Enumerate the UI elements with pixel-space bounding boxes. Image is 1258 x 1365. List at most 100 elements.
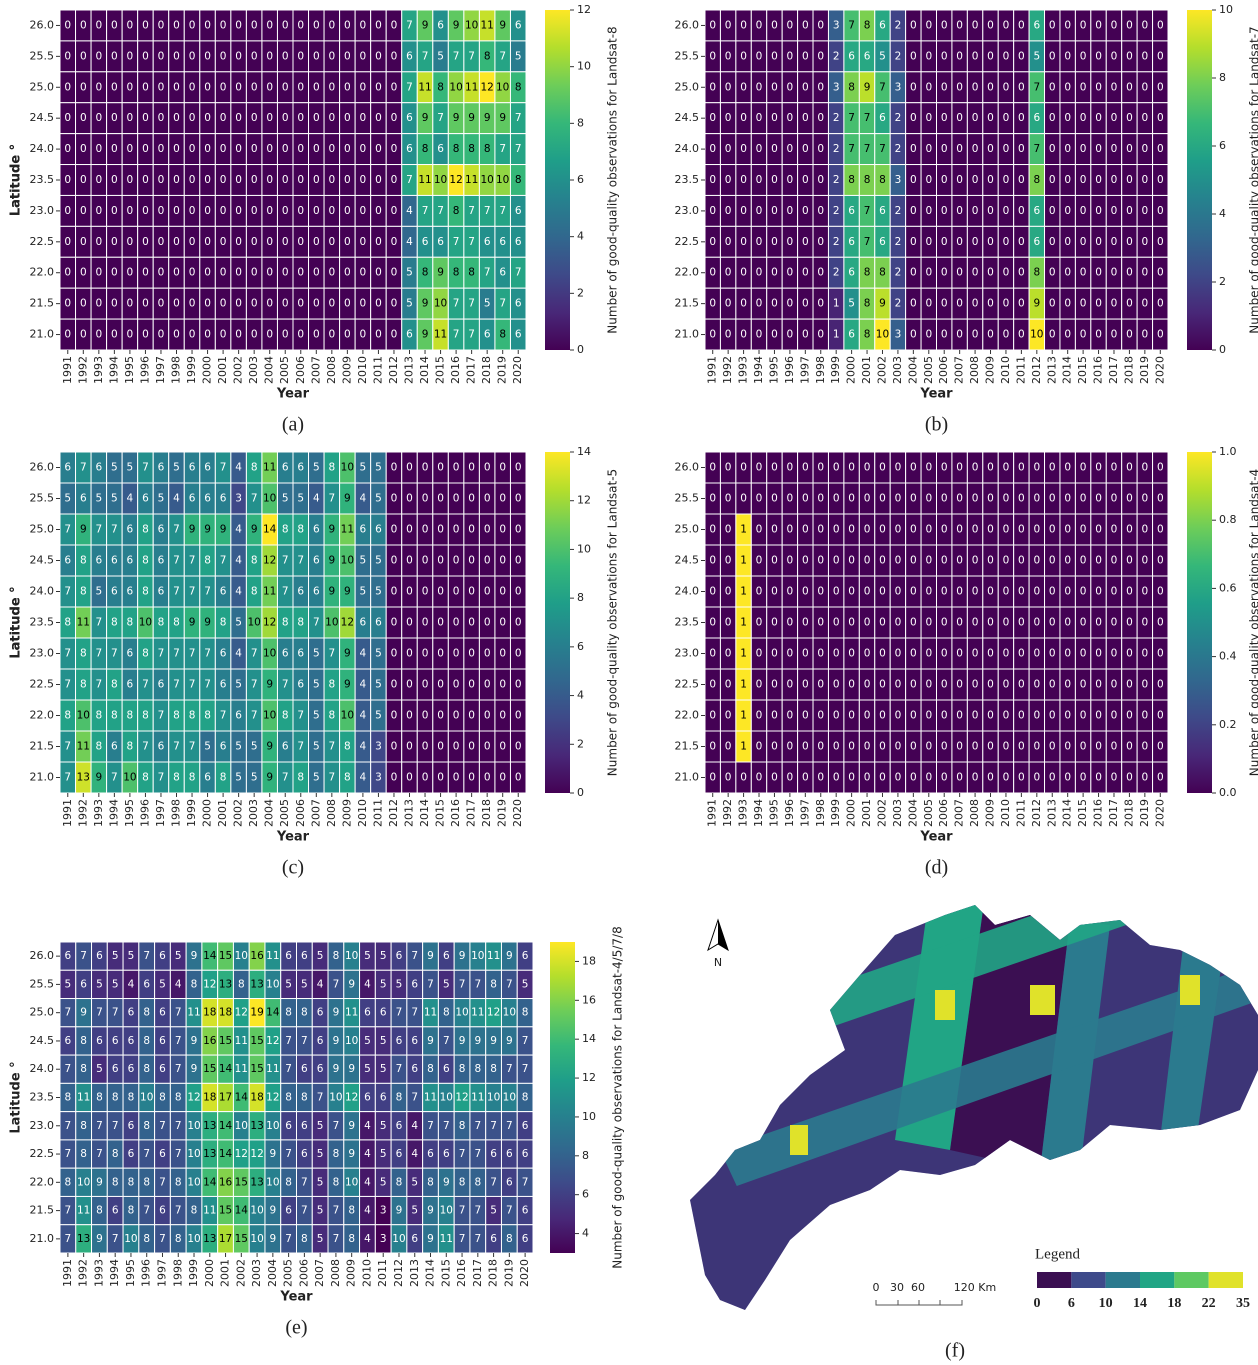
cell-label: 0 [111,143,118,155]
cell-label: 7 [220,462,227,474]
cell-label: 9 [80,524,87,536]
cell-label: 4 [411,1120,418,1132]
cell-label: 9 [396,1205,403,1217]
cell-label: 0 [925,174,932,186]
cell-label: 0 [1080,679,1087,691]
cell-label: 0 [515,586,522,598]
cell-label: 17 [219,1092,232,1104]
cell-label: 0 [235,19,242,31]
cell-label: 6 [1033,205,1040,217]
cell-label: 0 [802,462,809,474]
cell-label: 9 [333,1035,340,1047]
cell-label: 10 [392,1233,405,1245]
cell-label: 0 [771,493,778,505]
cell-label: 5 [317,1233,324,1245]
cell-label: 0 [709,236,716,248]
x-tick-label: 1998 [170,799,183,827]
cell-label: 2 [895,298,902,310]
cell-label: 0 [725,617,732,629]
cell-label: 7 [515,143,522,155]
cell-label: 0 [972,555,979,567]
cell-label: 0 [204,298,211,310]
cell-label: 0 [802,205,809,217]
cell-label: 0 [956,648,963,660]
y-tick-label: 24.0 [30,585,55,598]
cell-label: 0 [1126,236,1133,248]
colorbar-tick-label: 4 [577,689,584,702]
cell-label: 0 [391,50,398,62]
cell-label: 5 [317,1176,324,1188]
cell-label: 8 [127,710,134,722]
cell-label: 15 [219,1035,232,1047]
cell-label: 9 [333,1063,340,1075]
x-tick-label: 2007 [953,799,966,827]
cell-label: 0 [972,81,979,93]
x-tick-label: 1994 [107,356,120,384]
cell-label: 0 [64,50,71,62]
cell-label: 7 [499,298,506,310]
cell-label: 8 [301,1092,308,1104]
cell-label: 0 [1157,586,1164,598]
cell-label: 0 [987,710,994,722]
y-tick-label: 25.5 [675,49,700,62]
x-tick-label: 1997 [798,356,811,384]
cell-label: 0 [879,772,886,784]
cell-label: 0 [987,298,994,310]
cell-label: 0 [1049,648,1056,660]
cell-label: 0 [1049,81,1056,93]
cell-label: 8 [297,772,304,784]
cell-label: 0 [817,586,824,598]
colorbar-label: Number of good-quality observations for … [606,469,620,776]
cell-label: 11 [77,617,90,629]
cell-label: 0 [1111,19,1118,31]
cell-label: 0 [895,648,902,660]
cell-label: 4 [406,236,413,248]
cell-label: 10 [247,617,260,629]
cell-label: 0 [313,329,320,341]
cell-label: 7 [474,1205,481,1217]
cell-label: 7 [173,586,180,598]
cell-label: 0 [391,205,398,217]
x-tick-label: 2019 [496,356,509,384]
x-tick-label: 2011 [1014,799,1027,827]
cell-label: 9 [422,19,429,31]
cell-label: 0 [142,143,149,155]
cell-label: 0 [895,524,902,536]
cell-label: 6 [506,1176,513,1188]
cell-label: 0 [251,205,258,217]
cell-label: 10 [345,950,358,962]
cell-label: 0 [220,112,227,124]
colorbar-label: Number of good-quality observations for … [606,26,620,333]
cell-label: 6 [522,1205,529,1217]
cell-label: 7 [297,710,304,722]
x-tick-label: 2007 [309,799,322,827]
cell-label: 0 [344,112,351,124]
x-tick-label: 2000 [201,356,214,384]
cell-label: 7 [459,1205,466,1217]
cell-label: 0 [468,617,475,629]
cell-label: 5 [95,586,102,598]
cell-label: 0 [709,205,716,217]
cell-label: 7 [522,1176,529,1188]
cell-label: 0 [1018,81,1025,93]
cell-label: 10 [325,617,338,629]
cell-label: 14 [235,1205,249,1217]
cell-label: 0 [956,267,963,279]
cell-label: 2 [833,205,840,217]
cell-label: 0 [142,112,149,124]
x-tick-label: 2006 [937,356,950,384]
cell-label: 0 [251,50,258,62]
x-tick-label: 2012 [1030,799,1043,827]
cell-label: 12 [487,1007,500,1019]
cell-label: 0 [282,236,289,248]
cell-label: 9 [499,19,506,31]
cell-label: 9 [484,112,491,124]
cell-label: 8 [453,267,460,279]
cell-label: 0 [756,50,763,62]
x-tick-label: 2016 [449,799,462,827]
cell-label: 0 [235,298,242,310]
cell-label: 11 [424,1007,437,1019]
cell-label: 7 [506,1063,513,1075]
x-tick-label: 2009 [984,799,997,827]
cell-label: 7 [65,1120,72,1132]
